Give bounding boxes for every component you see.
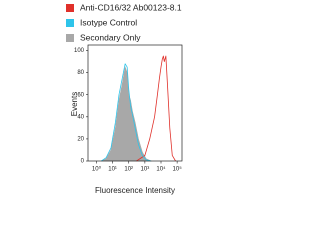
legend-label: Secondary Only <box>80 32 141 42</box>
legend-swatch <box>66 19 74 27</box>
series-line <box>101 63 152 162</box>
y-tick-label: 80 <box>77 70 84 76</box>
legend-label: Isotype Control <box>80 17 137 27</box>
series-line <box>136 55 176 162</box>
x-tick-label: 10² <box>124 167 133 173</box>
legend-label: Anti-CD16/32 Ab00123-8.1 <box>80 2 182 12</box>
y-tick-label: 100 <box>74 48 85 54</box>
chart: Fluorescence Intensity Events Anti-CD16/… <box>66 2 183 195</box>
plot-frame <box>87 44 183 162</box>
legend-swatch <box>66 34 74 42</box>
x-axis-title: Fluorescence Intensity <box>95 186 175 195</box>
x-tick-label: 10⁵ <box>173 166 183 173</box>
y-tick-label: 20 <box>77 136 84 142</box>
x-tick-label: 10¹ <box>108 167 117 173</box>
y-tick-label: 40 <box>77 114 84 120</box>
y-tick-label: 60 <box>77 92 84 98</box>
x-tick-label: 10⁴ <box>156 166 166 173</box>
y-tick-label: 0 <box>81 159 85 165</box>
y-axis-title: Events <box>70 92 79 116</box>
x-tick-label: 10⁰ <box>92 166 102 173</box>
legend-swatch <box>66 4 74 12</box>
x-tick-label: 10³ <box>141 167 150 173</box>
series-area <box>101 65 152 162</box>
